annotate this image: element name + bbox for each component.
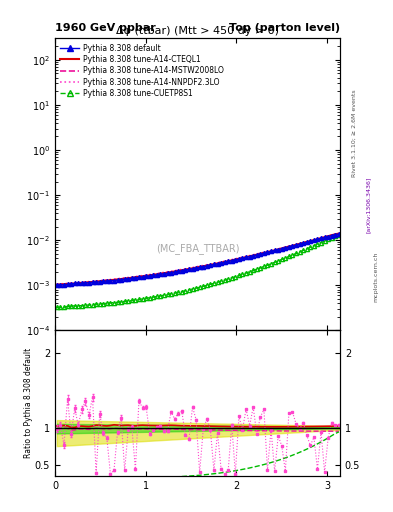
Text: [arXiv:1306.3436]: [arXiv:1306.3436] <box>365 177 371 233</box>
Text: Top (parton level): Top (parton level) <box>229 23 340 33</box>
Title: Δφ (ttbar) (Mtt > 450 dy > 0): Δφ (ttbar) (Mtt > 450 dy > 0) <box>116 26 279 36</box>
Text: mcplots.cern.ch: mcplots.cern.ch <box>373 251 378 302</box>
Y-axis label: Ratio to Pythia 8.308 default: Ratio to Pythia 8.308 default <box>24 348 33 458</box>
Text: 1960 GeV ppbar: 1960 GeV ppbar <box>55 23 156 33</box>
Text: (MC_FBA_TTBAR): (MC_FBA_TTBAR) <box>156 243 239 254</box>
Legend: Pythia 8.308 default, Pythia 8.308 tune-A14-CTEQL1, Pythia 8.308 tune-A14-MSTW20: Pythia 8.308 default, Pythia 8.308 tune-… <box>59 42 225 99</box>
Text: Rivet 3.1.10; ≥ 2.6M events: Rivet 3.1.10; ≥ 2.6M events <box>352 89 357 177</box>
